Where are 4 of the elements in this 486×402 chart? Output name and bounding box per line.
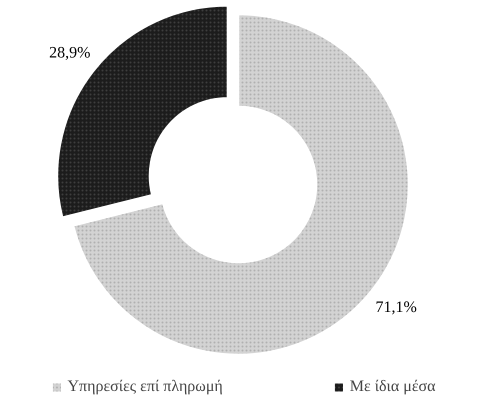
data-label: 71,1% bbox=[375, 299, 417, 316]
legend-label: Υπηρεσίες επί πληρωμή bbox=[67, 378, 223, 396]
legend-label: Με ίδια μέσα bbox=[350, 378, 436, 396]
data-label: 28,9% bbox=[49, 44, 90, 62]
